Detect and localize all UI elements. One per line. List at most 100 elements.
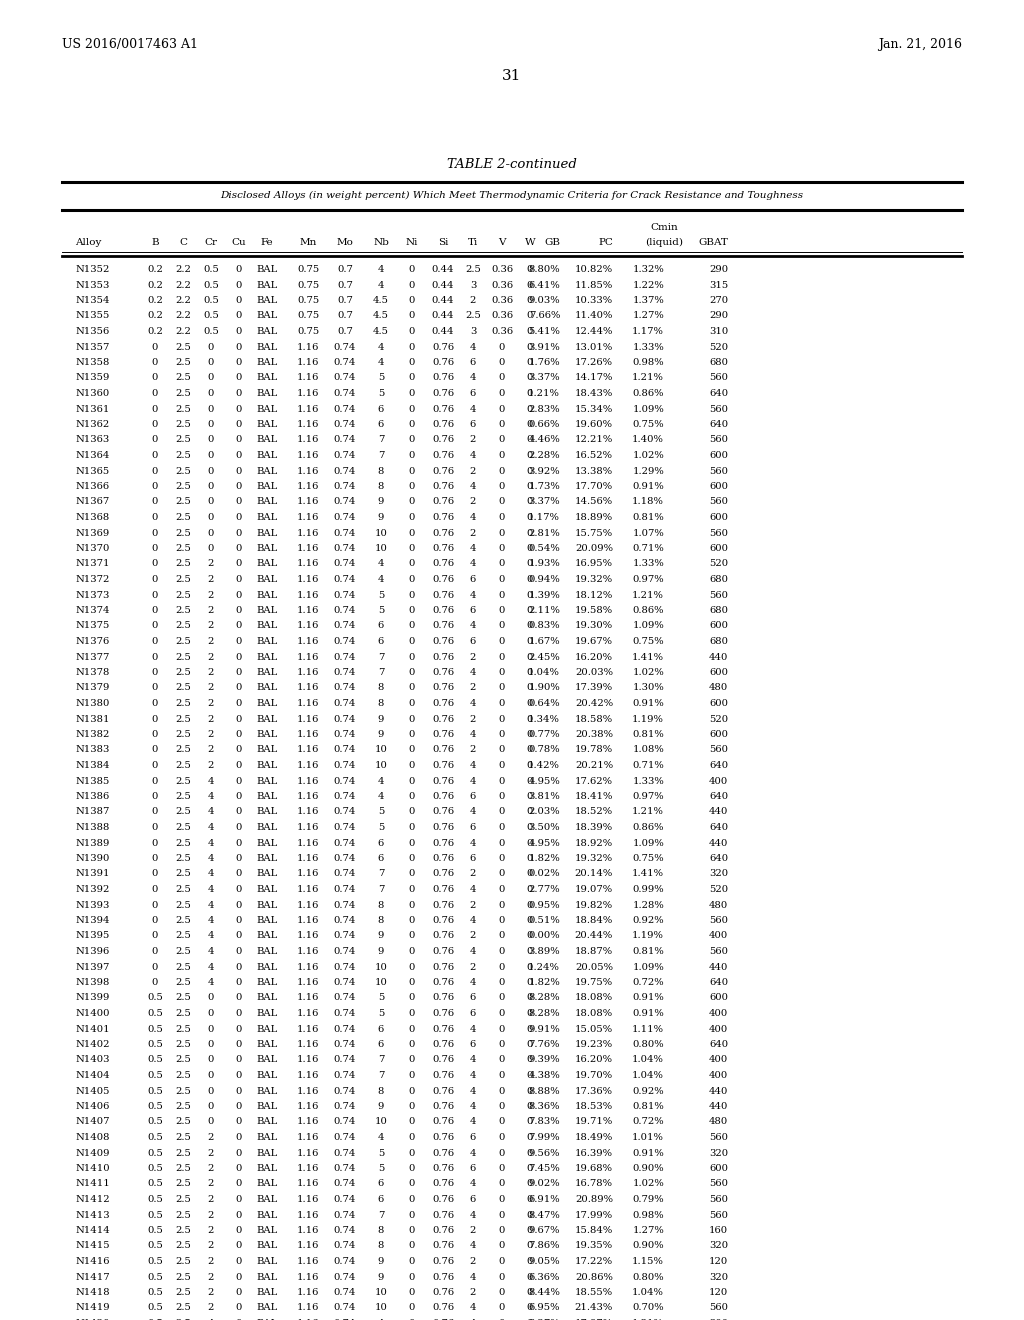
Text: 0: 0 [526,513,534,521]
Text: 13.01%: 13.01% [574,342,613,351]
Text: 0: 0 [409,808,415,817]
Text: 19.78%: 19.78% [574,746,613,755]
Text: 20.42%: 20.42% [574,700,613,708]
Text: 16.20%: 16.20% [575,1056,613,1064]
Text: 2: 2 [208,1304,214,1312]
Text: 2: 2 [208,1226,214,1236]
Text: 0.74: 0.74 [334,528,356,537]
Text: 10: 10 [375,978,387,987]
Text: Ti: Ti [468,238,478,247]
Text: 0: 0 [526,978,534,987]
Text: 1.02%: 1.02% [632,1180,664,1188]
Text: 4: 4 [208,870,214,879]
Text: 0: 0 [526,900,534,909]
Text: 0: 0 [236,1288,243,1298]
Text: 0: 0 [499,932,505,940]
Text: 2.5: 2.5 [175,1164,190,1173]
Text: 0.80%: 0.80% [633,1040,664,1049]
Text: 0: 0 [526,296,534,305]
Text: Fe: Fe [261,238,273,247]
Text: 0: 0 [409,358,415,367]
Text: 2: 2 [470,1288,476,1298]
Text: 0: 0 [499,1102,505,1111]
Text: 0.76: 0.76 [432,1272,454,1282]
Text: 6: 6 [470,1195,476,1204]
Text: 0.76: 0.76 [432,978,454,987]
Text: N1400: N1400 [75,1008,110,1018]
Text: 2.2: 2.2 [175,312,190,321]
Text: 0: 0 [236,746,243,755]
Text: 4: 4 [378,358,384,367]
Text: BAL: BAL [256,281,278,289]
Text: 0: 0 [409,265,415,275]
Text: 560: 560 [709,1304,728,1312]
Text: BAL: BAL [256,404,278,413]
Text: 2: 2 [208,1164,214,1173]
Text: N1411: N1411 [75,1180,110,1188]
Text: N1413: N1413 [75,1210,110,1220]
Text: N1366: N1366 [75,482,110,491]
Text: B: B [152,238,159,247]
Text: 4: 4 [470,884,476,894]
Text: N1395: N1395 [75,932,110,940]
Text: 2: 2 [208,668,214,677]
Text: 1.16: 1.16 [297,560,319,569]
Text: N1381: N1381 [75,714,110,723]
Text: 0: 0 [152,652,158,661]
Text: N1364: N1364 [75,451,110,459]
Text: 4: 4 [378,576,384,583]
Text: 6: 6 [470,854,476,863]
Text: 0.74: 0.74 [334,730,356,739]
Text: 0: 0 [152,528,158,537]
Text: BAL: BAL [256,1040,278,1049]
Text: 1.16: 1.16 [297,451,319,459]
Text: 560: 560 [709,528,728,537]
Text: 2.5: 2.5 [175,792,190,801]
Text: 1.24%: 1.24% [528,962,560,972]
Text: 9.67%: 9.67% [528,1226,560,1236]
Text: (liquid): (liquid) [645,238,683,247]
Text: 1.16: 1.16 [297,1226,319,1236]
Text: 0.76: 0.76 [432,746,454,755]
Text: 0: 0 [236,1133,243,1142]
Text: 0: 0 [526,854,534,863]
Text: 1.16: 1.16 [297,668,319,677]
Text: 520: 520 [709,560,728,569]
Text: 0: 0 [409,544,415,553]
Text: 17.36%: 17.36% [575,1086,613,1096]
Text: 6: 6 [378,854,384,863]
Text: 640: 640 [709,389,728,399]
Text: 0.76: 0.76 [432,1008,454,1018]
Text: 6: 6 [470,822,476,832]
Text: 0: 0 [499,700,505,708]
Text: 0.7: 0.7 [337,265,353,275]
Text: 2.5: 2.5 [175,1024,190,1034]
Text: 0: 0 [526,730,534,739]
Text: 6: 6 [378,1024,384,1034]
Text: 0.74: 0.74 [334,1210,356,1220]
Text: 2.5: 2.5 [175,884,190,894]
Text: BAL: BAL [256,576,278,583]
Text: 2.5: 2.5 [175,342,190,351]
Text: 0.71%: 0.71% [632,762,664,770]
Text: 18.89%: 18.89% [574,513,613,521]
Text: 20.86%: 20.86% [575,1272,613,1282]
Text: BAL: BAL [256,1024,278,1034]
Text: 0.00%: 0.00% [528,932,560,940]
Text: 1.16: 1.16 [297,622,319,631]
Text: 2.5: 2.5 [175,1133,190,1142]
Text: 4: 4 [470,838,476,847]
Text: 0: 0 [499,358,505,367]
Text: BAL: BAL [256,498,278,507]
Text: 1.02%: 1.02% [632,451,664,459]
Text: 0: 0 [409,776,415,785]
Text: 6: 6 [470,994,476,1002]
Text: N1396: N1396 [75,946,110,956]
Text: 0.51%: 0.51% [528,916,560,925]
Text: 7.45%: 7.45% [528,1164,560,1173]
Text: 0: 0 [409,1304,415,1312]
Text: 1.93%: 1.93% [528,560,560,569]
Text: 0.76: 0.76 [432,528,454,537]
Text: 0: 0 [236,374,243,383]
Text: 0.76: 0.76 [432,776,454,785]
